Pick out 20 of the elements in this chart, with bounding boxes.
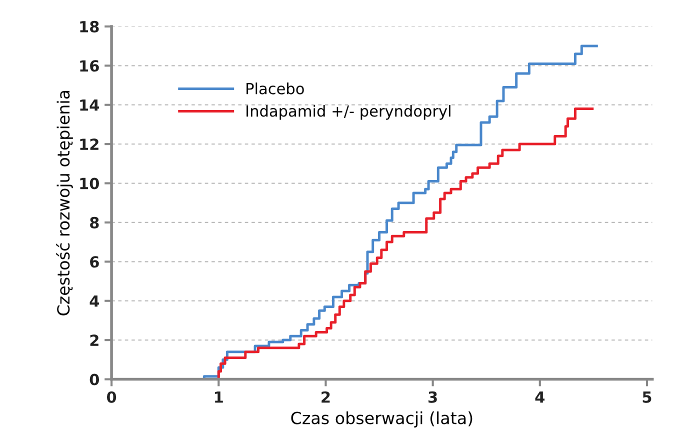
y-tick-label: 10 xyxy=(80,178,100,190)
y-tick-label: 4 xyxy=(90,296,100,307)
y-axis-title: Częstość rozwoju otępienia xyxy=(56,90,73,316)
y-tick-label: 12 xyxy=(80,138,98,150)
y-tick-label: 0 xyxy=(90,374,100,386)
x-tick-label: 5 xyxy=(642,392,652,403)
y-tick-label: 6 xyxy=(90,256,99,268)
y-tick-label: 16 xyxy=(80,60,99,72)
x-tick-label: 3 xyxy=(428,391,437,403)
x-tick-label: 1 xyxy=(215,392,223,403)
x-tick-label: 0 xyxy=(106,391,116,403)
x-axis-title: Czas obserwacji (lata) xyxy=(291,411,472,428)
x-tick-label: 2 xyxy=(322,391,330,403)
legend-label: Indapamid +/- peryndopryl xyxy=(246,104,450,120)
y-tick-label: 2 xyxy=(90,334,98,346)
y-tick-label: 18 xyxy=(80,20,99,32)
y-tick-label: 8 xyxy=(90,216,99,228)
legend-label: Placebo xyxy=(246,82,304,94)
y-tick-label: 14 xyxy=(80,100,100,111)
x-tick-label: 4 xyxy=(535,392,545,403)
